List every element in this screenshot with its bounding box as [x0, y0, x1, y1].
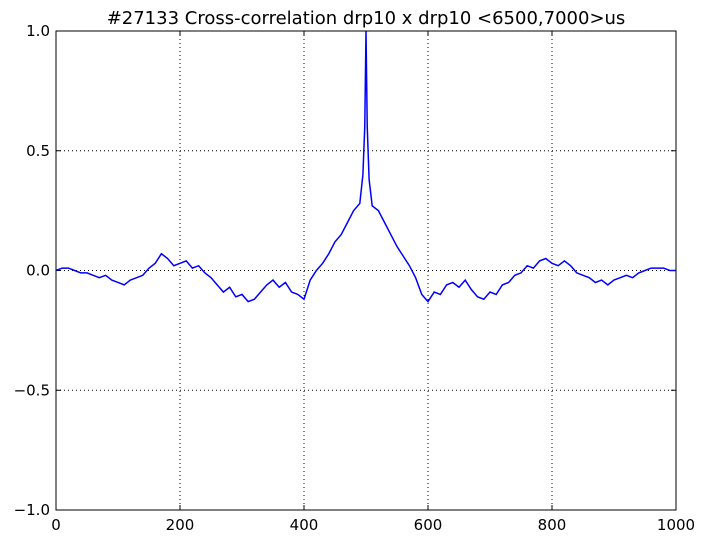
y-tick-label: −0.5 — [14, 381, 50, 399]
y-tick-label: 1.0 — [26, 22, 50, 40]
y-tick-label: −1.0 — [14, 501, 50, 519]
x-tick-label: 600 — [414, 516, 443, 534]
plot-frame — [55, 30, 677, 511]
y-tick-label: 0.0 — [26, 262, 50, 280]
x-tick-label: 200 — [166, 516, 195, 534]
x-tick-label: 800 — [538, 516, 567, 534]
x-tick-label: 400 — [290, 516, 319, 534]
y-tick-label: 0.5 — [26, 142, 50, 160]
chart-title: #27133 Cross-correlation drp10 x drp10 <… — [107, 8, 626, 29]
x-tick-label: 0 — [51, 516, 61, 534]
x-tick-label: 1000 — [657, 516, 695, 534]
